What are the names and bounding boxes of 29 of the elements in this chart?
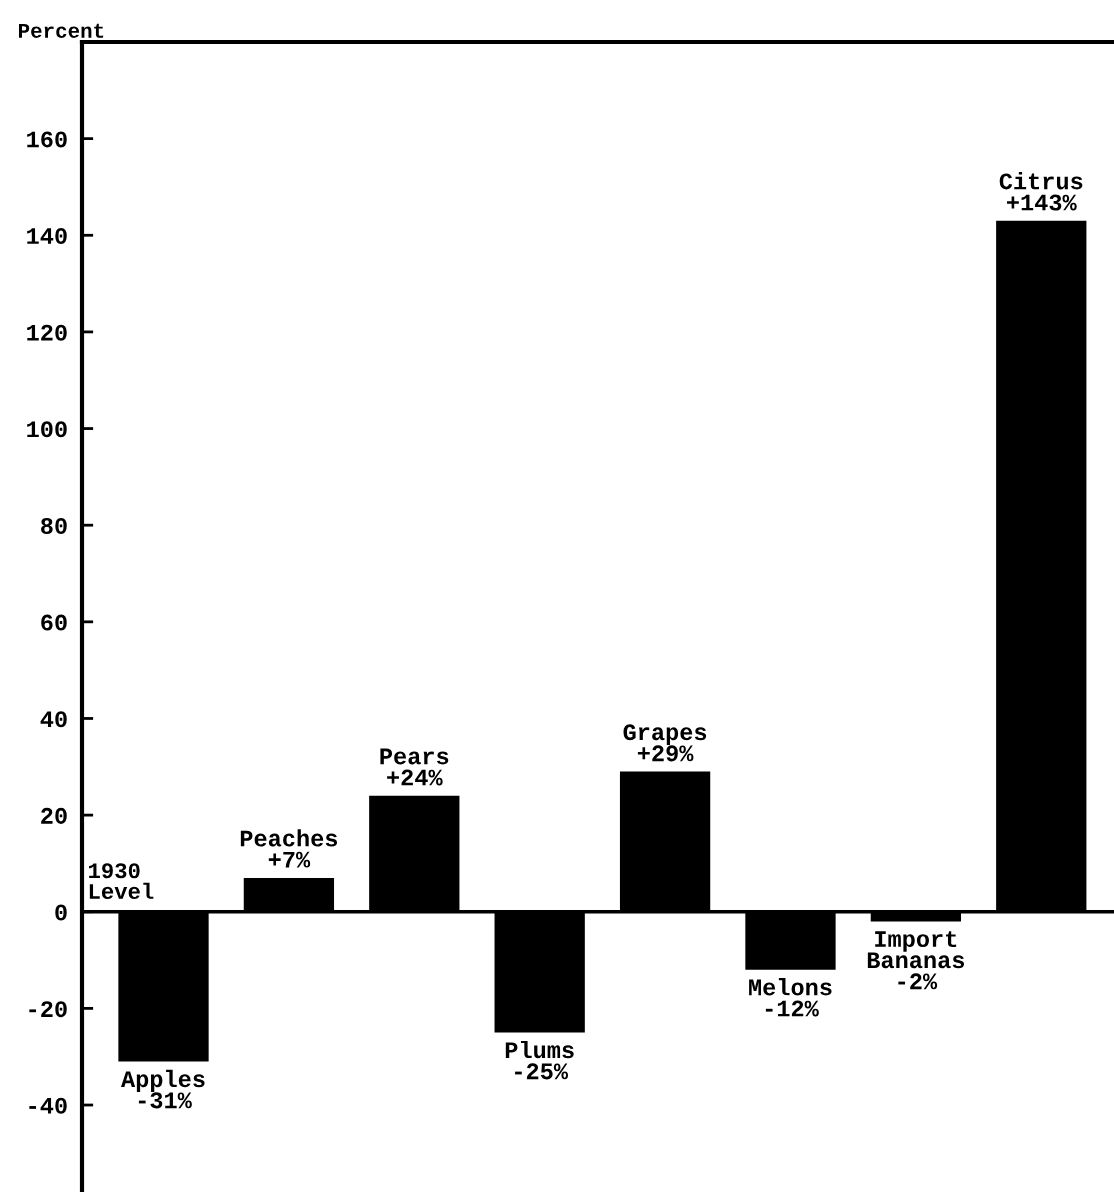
data-label: -31% [138, 1092, 192, 1109]
data-label: -2% [898, 973, 938, 990]
y-tick-label: 100 [27, 421, 67, 438]
x-tick-label: Melons [749, 978, 832, 996]
x-tick-label: Grapes [623, 724, 707, 745]
data-label: +29% [637, 745, 694, 762]
ref-line-label: 1930 Level [89, 863, 154, 900]
x-tick-label: Pears [380, 748, 449, 765]
y-tick-label: 40 [40, 711, 67, 728]
y-tick-label: 80 [41, 517, 67, 534]
y-axis-title: Percent [18, 23, 104, 38]
data-label: +24% [387, 769, 443, 786]
x-tick-label: Citrus [999, 172, 1083, 190]
x-tick-label: Import Bananas [867, 931, 965, 969]
y-tick-label: 20 [41, 807, 67, 824]
x-tick-label: Plums [505, 1040, 574, 1059]
data-label: +143% [1007, 194, 1077, 211]
y-tick-label: 120 [27, 324, 67, 341]
x-tick-label: Peaches [240, 829, 338, 847]
x-tick-label: Apples [121, 1069, 205, 1092]
data-label: +7% [268, 851, 311, 868]
y-tick-label: -20 [29, 1001, 67, 1018]
y-tick-label: 140 [27, 228, 67, 245]
y-tick-label: 0 [55, 904, 67, 921]
y-tick-label: 160 [27, 131, 67, 148]
y-tick-label: -40 [29, 1097, 67, 1114]
data-label: -25% [515, 1063, 569, 1080]
data-label: -12% [765, 1000, 819, 1017]
y-tick-label: 60 [41, 614, 67, 631]
